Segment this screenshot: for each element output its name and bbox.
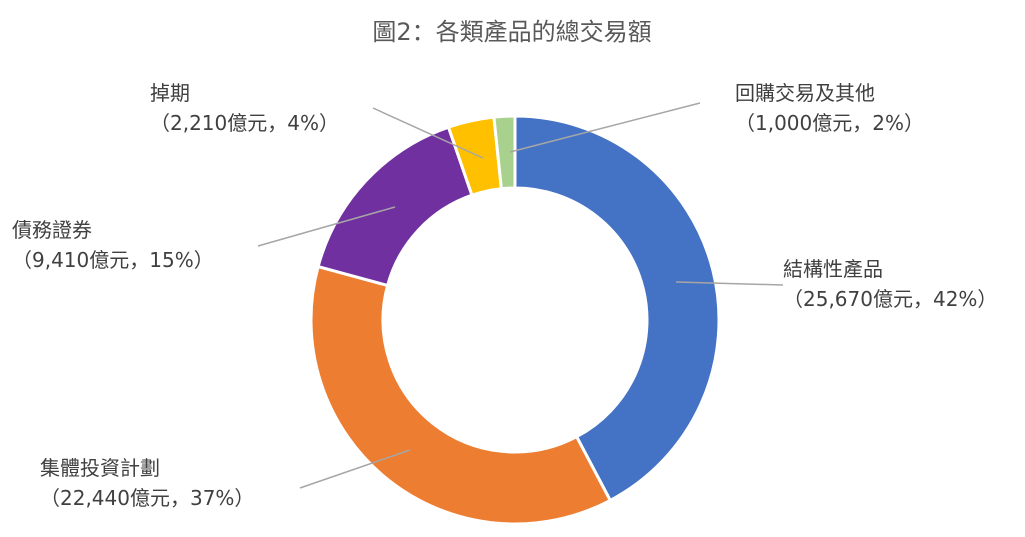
- slice-label-name-1: 集體投資計劃: [40, 456, 160, 480]
- labels-group: 結構性產品 （25,670億元，42%） 集體投資計劃 （22,440億元，37%） 債…: [12, 81, 997, 510]
- slice-label-detail-0: （25,670億元，42%）: [783, 287, 997, 311]
- slice-label-name-3: 掉期: [150, 81, 190, 105]
- doughnut-slice-2: [316, 125, 474, 288]
- leader-lines-group: [257, 102, 784, 489]
- doughnut-slice-0: [513, 114, 721, 503]
- leader-line-0: [675, 281, 784, 286]
- leader-line-3: [372, 107, 484, 159]
- slice-label-name-0: 結構性產品: [783, 257, 883, 281]
- slice-label-detail-4: （1,000億元，2%）: [735, 111, 924, 135]
- slice-label-detail-1: （22,440億元，37%）: [40, 486, 254, 510]
- chart-title: 圖2：各類產品的總交易額: [372, 18, 651, 46]
- slice-label-name-4: 回購交易及其他: [735, 81, 875, 105]
- slice-label-name-2: 債務證券: [12, 218, 92, 242]
- slice-label-detail-3: （2,210億元，4%）: [150, 111, 339, 135]
- leader-line-2: [257, 206, 396, 247]
- leader-line-1: [299, 449, 411, 489]
- doughnut-slice-4: [492, 114, 517, 191]
- doughnut-slice-1: [309, 264, 613, 526]
- slice-label-detail-2: （9,410億元，15%）: [12, 248, 214, 272]
- leader-line-4: [509, 102, 701, 153]
- slices-group: [309, 114, 721, 526]
